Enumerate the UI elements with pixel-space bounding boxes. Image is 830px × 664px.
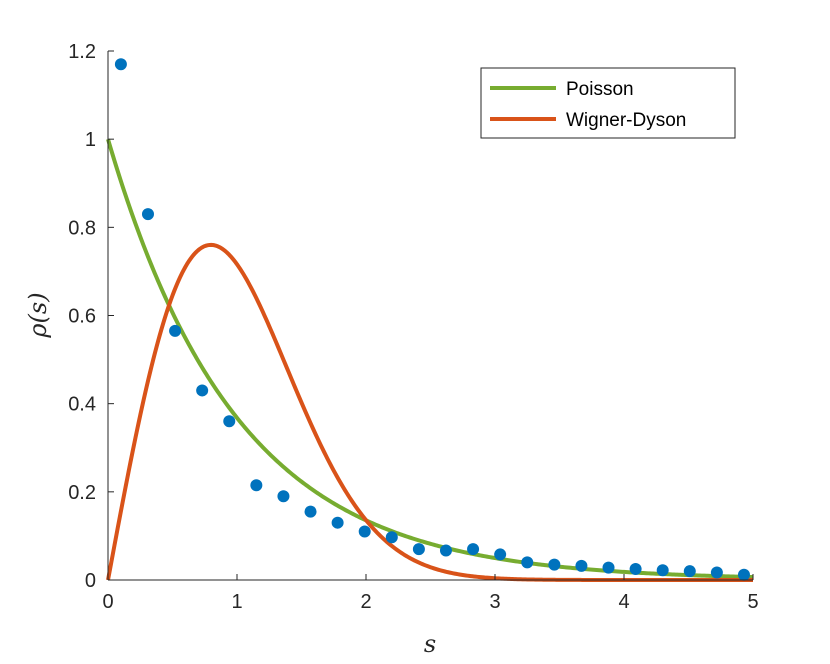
data-point: [737, 568, 750, 581]
x-tick-label: 2: [360, 591, 371, 613]
y-axis-label: ρ(s): [24, 292, 52, 338]
x-ticks: 0 1 2 3 4 5: [102, 574, 759, 613]
poisson-curve: [106, 138, 754, 580]
legend-label-poisson: Poisson: [566, 79, 634, 100]
data-point: [575, 559, 588, 572]
y-tick-label: 0.2: [68, 482, 96, 504]
legend-box: [480, 67, 736, 139]
data-point: [494, 548, 507, 561]
data-point: [141, 208, 154, 221]
legend: Poisson Wigner-Dyson: [480, 67, 736, 139]
data-point: [277, 490, 290, 503]
data-point: [683, 565, 696, 578]
y-tick-label: 0.4: [68, 394, 96, 416]
data-point: [548, 558, 561, 571]
data-point: [304, 505, 317, 518]
x-tick-label: 0: [102, 591, 113, 613]
data-point: [223, 415, 236, 428]
x-tick-label: 1: [231, 591, 242, 613]
x-tick-label: 4: [618, 591, 629, 613]
y-tick-label: 1.2: [68, 41, 96, 63]
y-tick-label: 0.8: [68, 217, 96, 239]
data-point: [467, 543, 480, 556]
data-point: [412, 543, 425, 556]
data-point: [439, 544, 452, 557]
x-axis-label: s: [424, 630, 436, 658]
data-point: [656, 564, 669, 577]
data-point: [710, 566, 723, 579]
data-point: [602, 561, 615, 574]
data-point: [196, 384, 209, 397]
x-tick-label: 3: [489, 591, 500, 613]
data-point: [114, 58, 127, 71]
data-point: [629, 562, 642, 575]
data-point: [169, 324, 182, 337]
data-point: [358, 525, 371, 538]
y-tick-label: 0.6: [68, 306, 96, 328]
x-tick-label: 5: [747, 591, 758, 613]
data-point: [385, 531, 398, 544]
legend-label-wigner-dyson: Wigner-Dyson: [566, 110, 686, 131]
y-tick-label: 0: [85, 570, 96, 592]
data-point: [331, 516, 344, 529]
data-point: [250, 479, 263, 492]
y-ticks: 0 0.2 0.4 0.6 0.8 1 1.2: [68, 41, 114, 592]
data-point: [521, 556, 534, 569]
y-tick-label: 1: [85, 129, 96, 151]
plot-points: [114, 58, 750, 581]
